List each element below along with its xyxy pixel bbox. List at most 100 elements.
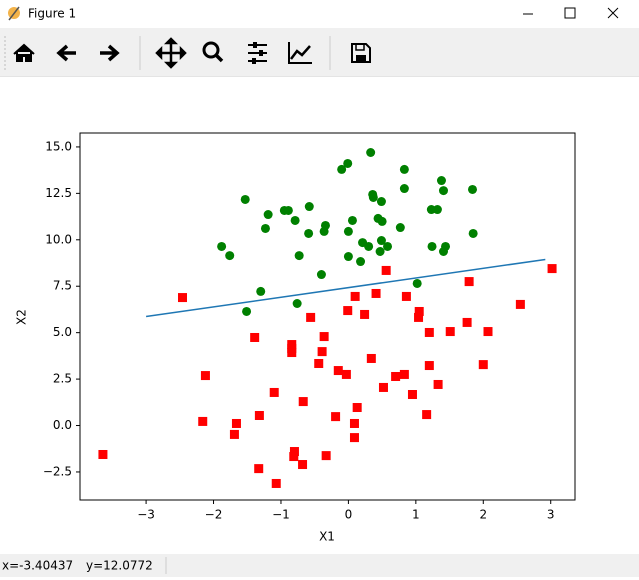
configure-button[interactable] <box>248 42 267 64</box>
x-tick-label: 2 <box>479 508 487 522</box>
circle-point <box>468 228 478 238</box>
circle-point <box>383 241 393 251</box>
square-point <box>98 449 108 459</box>
circle-point <box>441 241 451 251</box>
square-point <box>321 451 331 461</box>
x-tick-label: −3 <box>137 508 155 522</box>
status-bar: x=-3.40437 y=12.0772 <box>0 554 639 577</box>
square-point <box>198 416 208 426</box>
square-point <box>229 429 239 439</box>
home-button[interactable] <box>13 43 35 62</box>
circle-point <box>366 148 376 158</box>
circle-point <box>377 216 387 226</box>
pan-button[interactable] <box>155 37 187 69</box>
square-point <box>341 369 351 379</box>
y-tick-label: 7.5 <box>53 279 72 293</box>
square-point <box>483 327 493 337</box>
circle-point <box>320 220 330 230</box>
circle-point <box>304 228 314 238</box>
circle-point <box>376 236 386 246</box>
square-point <box>349 418 359 428</box>
square-point <box>271 478 281 488</box>
maximize-button[interactable] <box>564 7 576 19</box>
circle-point <box>356 257 366 267</box>
x-axis-label: X1 <box>319 530 335 544</box>
x-tick-label: 3 <box>547 508 555 522</box>
circle-point <box>467 184 477 194</box>
square-point <box>298 397 308 407</box>
square-point <box>378 382 388 392</box>
square-point <box>478 360 488 370</box>
square-point <box>352 403 362 413</box>
square-point <box>349 433 359 443</box>
circle-point <box>260 223 270 233</box>
circle-point <box>395 223 405 233</box>
x-tick-label: −1 <box>272 508 290 522</box>
square-point <box>371 288 381 298</box>
y-tick-label: 0.0 <box>53 418 72 432</box>
square-point <box>433 379 443 389</box>
square-point <box>414 306 424 316</box>
square-point <box>317 347 327 357</box>
square-point <box>424 327 434 337</box>
circle-point <box>256 286 266 296</box>
window-title: Figure 1 <box>28 7 76 21</box>
circle-point <box>399 184 409 194</box>
square-point <box>407 390 417 400</box>
square-point <box>515 299 525 309</box>
square-point <box>254 410 264 420</box>
square-point <box>464 277 474 287</box>
x-tick-label: −2 <box>205 508 223 522</box>
square-point <box>298 460 308 470</box>
forward-button[interactable] <box>100 44 120 62</box>
square-point <box>269 387 279 397</box>
circle-point <box>290 215 300 225</box>
circle-point <box>438 186 448 196</box>
x-tick-label: 1 <box>412 508 420 522</box>
square-point <box>250 332 260 342</box>
y-tick-label: 2.5 <box>53 372 72 386</box>
regression-line <box>145 258 546 318</box>
circle-point <box>427 241 437 251</box>
title-bar-graphics: Figure 1 <box>8 7 619 21</box>
save-button[interactable] <box>351 43 371 63</box>
circle-point <box>368 192 378 202</box>
y-tick-label: 15.0 <box>45 139 72 153</box>
square-point <box>314 358 324 368</box>
circle-point <box>364 241 374 251</box>
square-point <box>200 371 210 381</box>
circle-point <box>432 205 442 215</box>
square-point <box>306 312 316 322</box>
axes-frame <box>79 132 576 501</box>
square-point <box>319 332 329 342</box>
edit-axis-button[interactable] <box>288 42 312 64</box>
figure-canvas: X1 X2 −3 −2 −1 0 1 2 3 −2.5 0.0 2.5 5.0 7.5 10.0 12.5… <box>15 132 576 544</box>
back-button[interactable] <box>56 44 76 62</box>
circle-point <box>375 246 385 256</box>
square-point <box>401 291 411 301</box>
status-x: x=-3.40437 <box>2 559 73 573</box>
square-point <box>333 366 343 376</box>
y-tick-label: 12.5 <box>45 186 72 200</box>
zoom-button[interactable] <box>202 41 224 63</box>
circle-point <box>412 278 422 288</box>
y-tick-label: 5.0 <box>53 325 72 339</box>
toolbar <box>0 28 639 77</box>
square-point <box>391 371 401 381</box>
square-point <box>287 348 297 358</box>
circle-point <box>376 197 386 207</box>
square-point <box>399 369 409 379</box>
status-graphics: x=-3.40437 y=12.0772 <box>2 557 167 574</box>
circle-point <box>436 176 446 186</box>
x-tick-label: 0 <box>345 508 353 522</box>
square-point <box>422 410 432 420</box>
y-tick-label: 10.0 <box>45 232 72 246</box>
square-point <box>331 412 341 422</box>
square-point <box>424 361 434 371</box>
circle-point <box>399 164 409 174</box>
circle-point <box>292 298 302 308</box>
close-button[interactable] <box>607 7 619 19</box>
circle-point <box>316 270 326 280</box>
circle-point <box>283 205 293 215</box>
